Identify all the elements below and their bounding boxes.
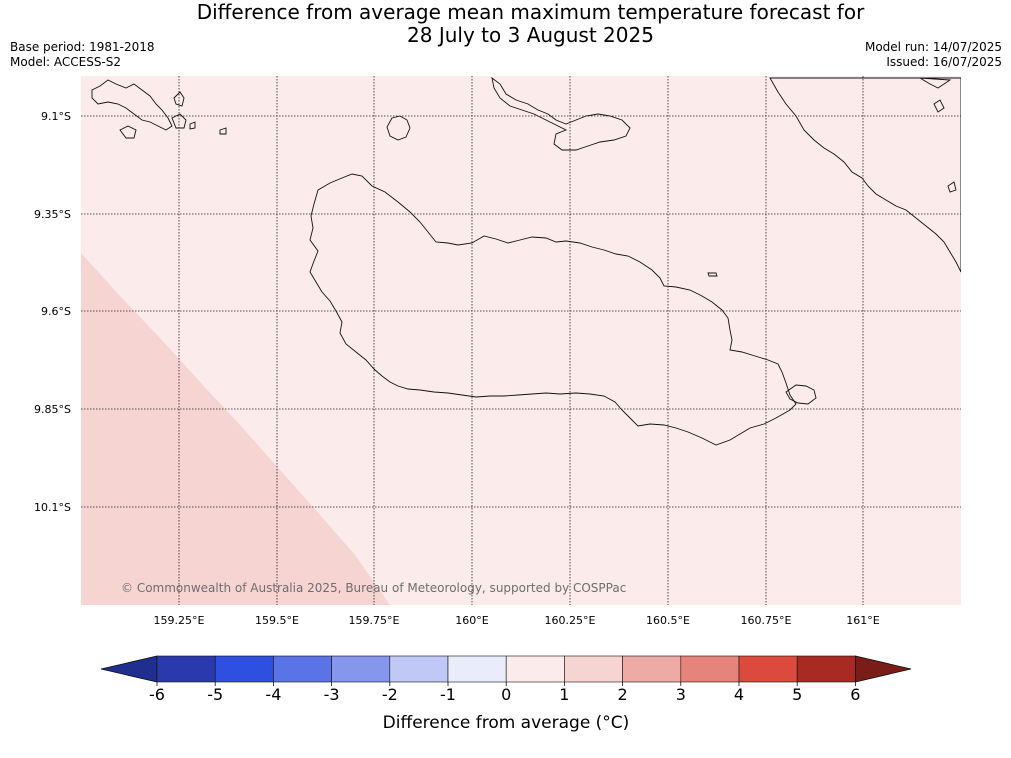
grid-lines xyxy=(81,76,961,605)
coastline-malaita xyxy=(769,77,961,273)
coastline-savo xyxy=(386,115,411,141)
coastline-russell-f xyxy=(219,127,227,135)
base-period: Base period: 1981-2018 xyxy=(10,40,155,54)
coastline-guadalcanal xyxy=(309,173,797,446)
coastline-malaita-c xyxy=(933,99,945,113)
lon-label: 159.75°E xyxy=(349,614,400,627)
colorbar-tick-label: 4 xyxy=(734,685,744,704)
colorbar-tick-label: -1 xyxy=(440,685,456,704)
colorbar xyxy=(100,655,912,683)
colorbar-extend-high xyxy=(855,655,912,683)
lat-label: 10.1°S xyxy=(34,501,71,514)
copyright-notice: © Commonwealth of Australia 2025, Bureau… xyxy=(121,581,626,595)
colorbar-swatch xyxy=(156,655,216,683)
colorbar-tick-label: 0 xyxy=(501,685,511,704)
title-line-2: 28 July to 3 August 2025 xyxy=(407,23,654,47)
colorbar-swatch xyxy=(273,655,332,683)
meta-right: Model run: 14/07/2025 Issued: 16/07/2025 xyxy=(865,40,1002,70)
colorbar-swatch xyxy=(505,655,565,683)
colorbar-tick-label: -3 xyxy=(324,685,340,704)
colorbar-tick-label: 6 xyxy=(850,685,860,704)
coastlines xyxy=(91,76,961,446)
colorbar-swatch xyxy=(447,655,507,683)
lat-label: 9.1°S xyxy=(41,110,71,123)
chart-title: Difference from average mean maximum tem… xyxy=(0,1,1011,47)
anomaly-region xyxy=(81,253,390,605)
colorbar-tick-label: 3 xyxy=(676,685,686,704)
latitude-labels: 9.1°S 9.35°S 9.6°S 9.85°S 10.1°S xyxy=(34,110,71,514)
coastline-russell-d xyxy=(171,113,187,129)
lat-label: 9.35°S xyxy=(34,208,71,221)
colorbar-tick-label: 1 xyxy=(559,685,569,704)
colorbar-swatch xyxy=(564,655,623,683)
lon-label: 159.25°E xyxy=(154,614,205,627)
lat-label: 9.6°S xyxy=(41,305,71,318)
title-line-1: Difference from average mean maximum tem… xyxy=(196,0,865,24)
model-run: Model run: 14/07/2025 xyxy=(864,40,1002,54)
coastline-russell-b xyxy=(119,125,137,139)
coastline-malaita-d xyxy=(947,181,957,193)
coastline-russell-e xyxy=(189,121,196,130)
coastline-russell xyxy=(91,79,173,131)
colorbar-tick-label: -6 xyxy=(149,685,165,704)
colorbar-swatch xyxy=(680,655,740,683)
longitude-labels: 159.25°E 159.5°E 159.75°E 160°E 160.25°E 160.… xyxy=(154,614,880,627)
coastline-islet-east xyxy=(785,384,817,405)
colorbar-swatch xyxy=(389,655,449,683)
coastline-florida xyxy=(491,76,631,151)
coastline-malaita-b xyxy=(919,77,952,89)
colorbar-swatch xyxy=(331,655,391,683)
model-name: Model: ACCESS-S2 xyxy=(10,55,122,69)
meta-left: Base period: 1981-2018 Model: ACCESS-S2 xyxy=(10,40,155,70)
colorbar-tick-label: 5 xyxy=(792,685,802,704)
issued-date: Issued: 16/07/2025 xyxy=(886,55,1002,69)
lon-label: 159.5°E xyxy=(255,614,299,627)
colorbar-tick-label: 2 xyxy=(618,685,628,704)
lon-label: 160.75°E xyxy=(741,614,792,627)
colorbar-swatch xyxy=(738,655,798,683)
coastline-russell-c xyxy=(173,91,185,107)
colorbar-ticks: -6 -5 -4 -3 -2 -1 0 1 2 3 4 5 6 xyxy=(149,682,860,704)
lon-label: 160°E xyxy=(455,614,488,627)
coastline-islet-small xyxy=(707,272,718,277)
colorbar-tick-label: -2 xyxy=(382,685,398,704)
colorbar-tick-label: -4 xyxy=(265,685,281,704)
colorbar-swatch xyxy=(796,655,856,683)
colorbar-swatch xyxy=(214,655,274,683)
colorbar-tick-label: -5 xyxy=(207,685,223,704)
lon-label: 160.5°E xyxy=(646,614,690,627)
colorbar-swatch xyxy=(622,655,682,683)
colorbar-extend-low xyxy=(100,655,158,683)
lat-label: 9.85°S xyxy=(34,403,71,416)
lon-label: 161°E xyxy=(846,614,879,627)
lon-label: 160.25°E xyxy=(545,614,596,627)
colorbar-title: Difference from average (°C) xyxy=(383,713,630,733)
